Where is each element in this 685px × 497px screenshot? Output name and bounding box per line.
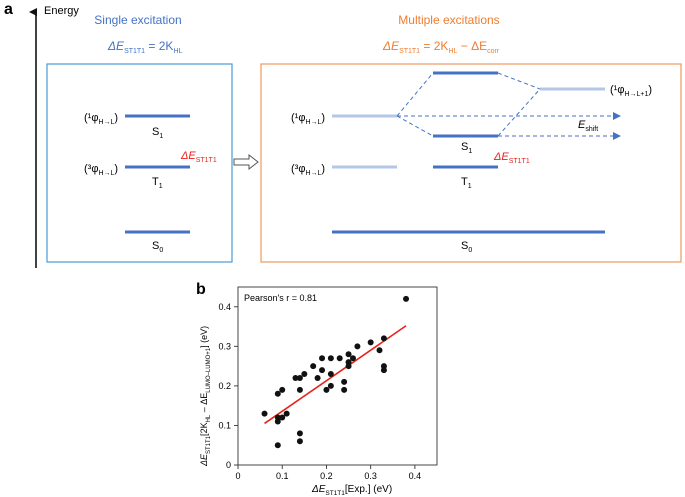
single-gap-label: ΔEST1T1	[180, 150, 217, 164]
single-t1-state-label: (³φH→L)	[84, 163, 118, 177]
multiple-s0-label: S0	[461, 240, 472, 254]
y-tick-label: 0.4	[218, 302, 231, 312]
plot-frame	[237, 286, 438, 466]
x-axis-label: ΔEST1T1[Exp.] (eV)	[311, 484, 392, 497]
data-point	[327, 382, 334, 389]
data-point	[283, 410, 290, 417]
energy-shift-label: Eshift	[578, 119, 598, 133]
multiple-t1-label: T1	[461, 176, 472, 190]
x-tick-label: 0	[235, 471, 240, 481]
y-tick-label: 0.1	[218, 420, 231, 430]
y-axis-label: ΔEST1T1[2KHL – ΔELUMO–LUMO+1] (eV)	[199, 326, 212, 467]
transition-arrow	[233, 153, 259, 171]
data-points	[261, 295, 410, 449]
data-point	[314, 374, 321, 381]
multiple-excitation-equation: ΔEST1T1 = 2KHL − ΔEcorr	[382, 39, 500, 55]
multiple-s1-state-label: (¹φH→L)	[291, 112, 325, 126]
x-tick-label: 0.1	[276, 471, 289, 481]
data-point	[279, 386, 286, 393]
data-point	[323, 386, 330, 393]
data-point	[341, 386, 348, 393]
pearson-annotation: Pearson's r = 0.81	[244, 293, 317, 303]
single-excitation-title: Single excitation	[94, 13, 181, 27]
y-tick-label: 0.2	[218, 381, 231, 391]
multiple-excitation-title: Multiple excitations	[398, 13, 499, 27]
data-point	[376, 347, 383, 354]
data-point	[296, 438, 303, 445]
data-point	[292, 374, 299, 381]
data-point	[380, 363, 387, 370]
multiple-excitation-box	[260, 63, 682, 263]
data-point	[345, 359, 352, 366]
data-point	[327, 355, 334, 362]
data-point	[310, 363, 317, 370]
y-tick-label: 0.3	[218, 341, 231, 351]
multiple-gap-label: ΔEST1T1	[493, 151, 530, 165]
x-tick-label: 0.3	[364, 471, 377, 481]
single-s0-label: S0	[152, 240, 163, 254]
y-tick-label: 0	[226, 460, 231, 470]
data-point	[403, 295, 410, 302]
multiple-upper-state-label: (¹φH→L+1)	[610, 84, 652, 98]
data-point	[261, 410, 268, 417]
data-point	[296, 374, 303, 381]
data-point	[349, 355, 356, 362]
y-ticks: 0 0.1 0.2 0.3 0.4	[218, 302, 238, 470]
single-s1-label: S1	[152, 126, 163, 140]
x-tick-label: 0.2	[320, 471, 333, 481]
panel-a-label: a	[4, 1, 13, 18]
data-point	[319, 355, 326, 362]
mixing-lines	[396, 72, 621, 140]
data-point	[279, 414, 286, 421]
energy-axis-label: Energy	[44, 5, 79, 17]
data-point	[345, 351, 352, 358]
data-point	[274, 390, 281, 397]
multiple-s1-label: S1	[461, 141, 472, 155]
single-t1-label: T1	[152, 176, 163, 190]
x-tick-label: 0.4	[409, 471, 422, 481]
data-point	[296, 386, 303, 393]
data-point	[301, 371, 308, 378]
data-point	[380, 335, 387, 342]
data-point	[367, 339, 374, 346]
data-point	[319, 367, 326, 374]
panel-b-label: b	[196, 281, 206, 298]
data-point	[327, 371, 334, 378]
x-ticks: 0 0.1 0.2 0.3 0.4	[235, 465, 421, 481]
scatter-plot: 0 0.1 0.2 0.3 0.4 0 0.1 0.2 0.3 0.4	[218, 286, 438, 481]
data-point	[341, 378, 348, 385]
data-point	[274, 442, 281, 449]
data-point	[336, 355, 343, 362]
multiple-t1-state-label: (³φH→L)	[291, 163, 325, 177]
single-excitation-box	[46, 63, 233, 263]
data-point	[296, 430, 303, 437]
data-point	[274, 414, 281, 421]
regression-line	[264, 325, 407, 425]
single-s1-state-label: (¹φH→L)	[84, 112, 118, 126]
data-point	[354, 343, 361, 350]
single-excitation-equation: ΔEST1T1 = 2KHL	[107, 39, 182, 55]
